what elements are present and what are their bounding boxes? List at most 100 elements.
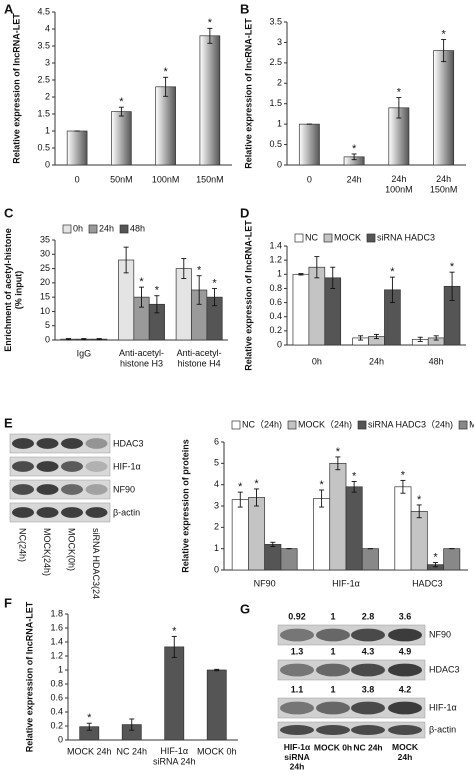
significance-marker: * bbox=[197, 265, 202, 277]
legend-swatch bbox=[287, 420, 297, 430]
legend-label: siRNA HADC3 bbox=[377, 232, 435, 242]
y-tick-label: 3 bbox=[214, 500, 219, 510]
legend-swatch bbox=[366, 233, 376, 243]
significance-marker: * bbox=[433, 551, 438, 563]
blot-band bbox=[36, 484, 59, 495]
bar bbox=[175, 268, 192, 341]
error-bar bbox=[400, 479, 406, 494]
legend-label: NC bbox=[305, 232, 318, 242]
protein-label: NF90 bbox=[429, 629, 451, 639]
blot-band bbox=[61, 438, 83, 449]
y-tick-label: 0 bbox=[277, 159, 282, 169]
x-tick-label: 50nM bbox=[110, 174, 133, 184]
error-bar bbox=[389, 276, 395, 304]
bar bbox=[443, 548, 461, 571]
y-tick-label: 1 bbox=[277, 119, 282, 129]
y-axis-label: Enrichment of acetyl-histone(% input) bbox=[3, 228, 23, 352]
densitometry-value: 1.3 bbox=[291, 646, 304, 656]
x-tick-label: Anti-acetyl-histone H4 bbox=[177, 348, 222, 368]
legend-swatch bbox=[294, 233, 304, 243]
y-tick-label: 0.6 bbox=[269, 297, 282, 307]
error-bar bbox=[212, 288, 218, 307]
blot-band bbox=[61, 484, 83, 495]
y-tick-label: 25 bbox=[40, 263, 50, 273]
y-axis-label: Relative expression of lncRNA-LET bbox=[11, 13, 21, 164]
lane-label: NC 24h bbox=[353, 742, 382, 752]
blot-band bbox=[351, 701, 385, 715]
error-bar bbox=[433, 335, 439, 341]
x-tick-label: MOCK 0h bbox=[197, 746, 237, 756]
y-tick-label: 0 bbox=[277, 339, 282, 349]
densitometry-value: 1.1 bbox=[291, 684, 304, 694]
x-tick-label: 24h bbox=[347, 174, 362, 184]
lane-label: siRNA HDAC3(24 bbox=[91, 528, 101, 599]
y-tick-label: 1.2 bbox=[50, 650, 63, 660]
error-bar bbox=[139, 286, 144, 308]
error-bar bbox=[171, 635, 177, 658]
significance-marker: * bbox=[352, 143, 357, 155]
blot-strip bbox=[9, 433, 111, 454]
bar bbox=[308, 266, 326, 346]
legend-label: MOCK（0h) bbox=[469, 419, 474, 429]
y-tick-label: 1 bbox=[58, 664, 63, 674]
blot-band bbox=[61, 507, 83, 518]
significance-marker: * bbox=[208, 17, 213, 29]
significance-marker: * bbox=[119, 96, 124, 108]
x-tick-label: Anti-acetyl-histone H3 bbox=[119, 348, 164, 368]
y-tick-label: 4 bbox=[214, 479, 219, 489]
panel-letter: E bbox=[4, 415, 13, 430]
y-tick-label: 5 bbox=[45, 320, 50, 330]
y-tick-label: 30 bbox=[40, 249, 50, 259]
y-tick-label: 0.2 bbox=[269, 325, 282, 335]
x-tick-label: 0h bbox=[312, 356, 322, 366]
error-bar bbox=[432, 562, 438, 568]
blot-band bbox=[85, 484, 108, 495]
bar bbox=[164, 646, 185, 741]
error-bar bbox=[351, 153, 357, 161]
error-bar bbox=[65, 338, 71, 341]
y-tick-label: 1.8 bbox=[50, 608, 63, 618]
legend-label: MOCK（24h) bbox=[298, 419, 352, 429]
error-bar bbox=[314, 256, 320, 279]
blot-band bbox=[280, 701, 314, 715]
significance-marker: * bbox=[450, 261, 455, 273]
y-tick-label: 1.5 bbox=[269, 98, 282, 108]
bar bbox=[155, 86, 176, 166]
bar bbox=[292, 273, 310, 346]
legend-swatch bbox=[323, 233, 333, 243]
y-tick-label: 0 bbox=[214, 564, 219, 574]
blot-band bbox=[85, 461, 108, 472]
y-tick-label: 0.2 bbox=[50, 720, 63, 730]
y-tick-label: 2.5 bbox=[269, 57, 282, 67]
panel-letter: D bbox=[240, 205, 249, 220]
panel-letter: F bbox=[4, 595, 12, 610]
legend-label: siRNA HADC3（24h) bbox=[368, 419, 453, 429]
y-tick-label: 5 bbox=[214, 458, 219, 468]
bar bbox=[231, 499, 249, 571]
blot-band bbox=[351, 663, 385, 677]
y-tick-label: 1.2 bbox=[269, 255, 282, 265]
x-tick-label: HIF-1α siRNA 24h bbox=[153, 746, 196, 766]
error-bar bbox=[237, 491, 243, 508]
significance-marker: * bbox=[336, 446, 341, 458]
error-bar bbox=[330, 266, 336, 289]
lane-label: MOCK(0h) bbox=[67, 528, 77, 571]
y-axis-label: Relative expression of lncRNA-LET bbox=[24, 601, 34, 752]
error-bar bbox=[181, 258, 187, 280]
significance-marker: * bbox=[87, 712, 92, 724]
y-tick-label: 4 bbox=[45, 23, 50, 33]
legend-swatch bbox=[357, 420, 367, 430]
protein-label: HDAC3 bbox=[113, 438, 144, 448]
error-bar bbox=[81, 338, 87, 341]
y-tick-label: 0 bbox=[45, 334, 50, 344]
error-bar bbox=[335, 456, 341, 471]
error-bar bbox=[254, 488, 260, 507]
y-tick-label: 2 bbox=[214, 522, 219, 532]
protein-label: β-actin bbox=[113, 507, 140, 517]
significance-marker: * bbox=[401, 469, 406, 481]
y-tick-label: 1.5 bbox=[37, 108, 50, 118]
significance-marker: * bbox=[254, 478, 259, 490]
y-tick-label: 1.6 bbox=[50, 622, 63, 632]
densitometry-value: 0.92 bbox=[288, 611, 306, 621]
